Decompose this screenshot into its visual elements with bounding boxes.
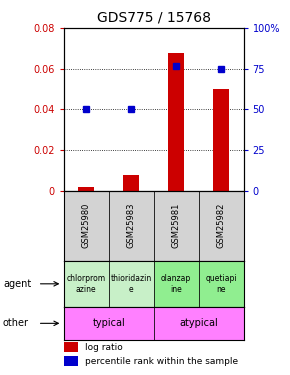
Text: agent: agent — [3, 279, 31, 289]
Bar — [78, 187, 94, 191]
Bar — [168, 53, 184, 191]
Text: percentile rank within the sample: percentile rank within the sample — [85, 357, 238, 366]
Text: quetiapi
ne: quetiapi ne — [205, 274, 237, 294]
Text: atypical: atypical — [179, 318, 218, 328]
Text: thioridazin
e: thioridazin e — [110, 274, 152, 294]
Text: log ratio: log ratio — [85, 343, 123, 352]
Bar — [109, 261, 154, 307]
Text: GSM25983: GSM25983 — [127, 203, 136, 249]
Text: GDS775 / 15768: GDS775 / 15768 — [97, 10, 211, 24]
Bar — [199, 261, 244, 307]
Bar — [64, 356, 78, 366]
Bar — [123, 175, 139, 191]
Bar — [109, 191, 154, 261]
Bar — [213, 89, 229, 191]
Bar — [64, 307, 154, 340]
Bar — [154, 191, 199, 261]
Bar — [154, 261, 199, 307]
Bar — [64, 191, 109, 261]
Bar — [154, 307, 244, 340]
Text: typical: typical — [93, 318, 125, 328]
Text: other: other — [3, 318, 29, 328]
Bar — [199, 191, 244, 261]
Text: chlorprom
azine: chlorprom azine — [67, 274, 106, 294]
Bar — [64, 261, 109, 307]
Text: GSM25982: GSM25982 — [217, 203, 226, 248]
Text: GSM25980: GSM25980 — [82, 203, 91, 248]
Text: GSM25981: GSM25981 — [172, 203, 181, 248]
Text: olanzap
ine: olanzap ine — [161, 274, 191, 294]
Bar — [64, 342, 78, 352]
